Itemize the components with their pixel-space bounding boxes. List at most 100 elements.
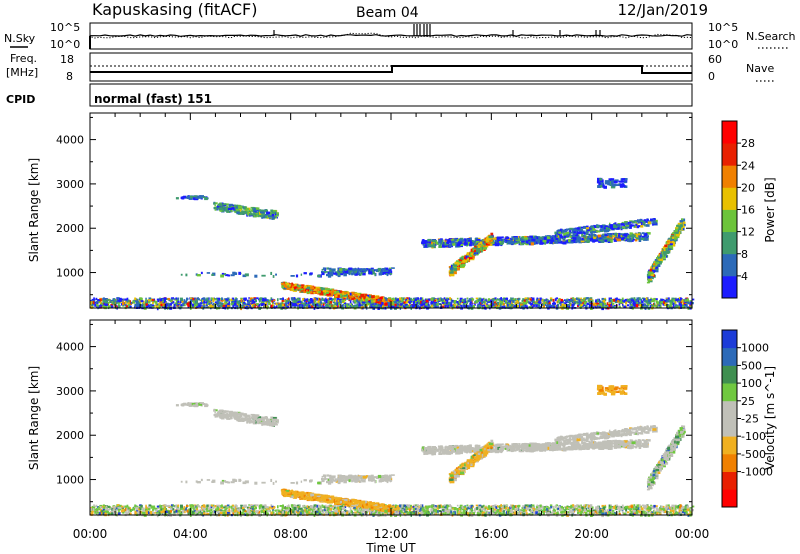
echo-cell	[310, 305, 314, 309]
echo-cell	[422, 302, 426, 306]
echo-cell	[559, 236, 564, 238]
echo-cell	[309, 290, 314, 294]
echo-cell	[360, 298, 363, 302]
echo-cell	[313, 297, 316, 301]
echo-cell	[326, 292, 331, 296]
echo-cell	[453, 302, 456, 305]
echo-cell	[632, 300, 635, 304]
echo-cell	[463, 302, 466, 305]
echo-cell	[361, 300, 365, 304]
echo-cell	[116, 297, 120, 299]
echo-cell	[321, 291, 324, 295]
echo-cell	[107, 304, 110, 307]
echo-cell	[536, 239, 539, 242]
echo-cell	[351, 305, 353, 308]
echo-cell	[499, 242, 504, 245]
echo-cell	[593, 236, 596, 239]
echo-cell	[327, 298, 329, 300]
echo-cell	[242, 212, 245, 215]
echo-cell	[122, 302, 125, 305]
echo-cell	[387, 298, 390, 301]
echo-cell	[434, 243, 437, 246]
echo-cell	[507, 240, 512, 243]
echo-cell	[423, 245, 426, 248]
echo-cell	[411, 305, 414, 308]
echo-cell	[640, 237, 645, 241]
echo-cell	[500, 236, 504, 239]
echo-cell	[272, 299, 276, 302]
echo-cell	[451, 269, 456, 273]
echo-cell	[331, 268, 336, 272]
echo-cell	[222, 304, 226, 307]
echo-cell	[320, 290, 325, 293]
echo-cell	[365, 298, 369, 302]
echo-cell	[671, 297, 675, 300]
echo-cell	[138, 300, 142, 304]
echo-cell	[294, 303, 297, 307]
echo-cell	[497, 302, 499, 305]
echo-cell	[323, 299, 326, 302]
echo-cell	[314, 299, 317, 303]
echo-cell	[193, 299, 197, 303]
echo-cell	[199, 299, 202, 302]
echo-cell	[202, 299, 205, 303]
echo-cell	[496, 304, 499, 306]
echo-cell	[629, 220, 633, 223]
echo-cell	[225, 208, 230, 212]
echo-cell	[276, 303, 278, 306]
echo-cell	[111, 301, 114, 304]
echo-cell	[630, 304, 633, 306]
echo-cell	[494, 306, 496, 308]
echo-cell	[466, 297, 469, 300]
echo-cell	[214, 207, 217, 211]
echo-cell	[459, 297, 463, 301]
echo-cell	[476, 249, 480, 253]
echo-cell	[404, 297, 407, 301]
echo-cell	[128, 299, 130, 302]
echo-cell	[608, 236, 612, 239]
echo-cell	[224, 301, 227, 304]
echo-cell	[608, 235, 612, 237]
echo-cell	[206, 299, 209, 302]
echo-cell	[296, 300, 299, 304]
echo-cell	[625, 233, 629, 237]
echo-cell	[522, 303, 524, 307]
echo-cell	[531, 306, 534, 309]
echo-cell	[610, 302, 613, 306]
echo-cell	[580, 226, 585, 229]
echo-cell	[567, 301, 571, 304]
echo-cell	[299, 302, 302, 305]
echo-cell	[334, 305, 337, 308]
echo-cell	[481, 246, 484, 250]
echo-cell	[252, 209, 254, 212]
echo-cell	[91, 298, 95, 302]
echo-cell	[511, 238, 513, 241]
echo-cell	[522, 305, 526, 309]
echo-cell	[541, 238, 543, 241]
echo-cell	[318, 297, 321, 301]
echo-cell	[581, 237, 584, 241]
echo-cell	[329, 301, 333, 304]
echo-cell	[498, 241, 501, 244]
echo-cell	[505, 304, 508, 308]
echo-cell	[152, 302, 154, 305]
echo-cell	[611, 299, 614, 301]
echo-cell	[240, 307, 242, 311]
echo-cell	[510, 304, 513, 307]
echo-cell	[632, 299, 635, 301]
echo-cell	[517, 298, 520, 300]
echo-cell	[624, 237, 627, 241]
echo-cell	[502, 238, 504, 242]
echo-cell	[316, 297, 318, 301]
echo-cell	[437, 297, 440, 300]
echo-cell	[264, 298, 267, 302]
echo-cell	[466, 239, 470, 242]
echo-cell	[390, 301, 394, 305]
echo-cell	[271, 216, 276, 219]
echo-cell	[156, 298, 160, 301]
echo-cell	[653, 302, 656, 306]
echo-cell	[264, 215, 267, 219]
echo-cell	[436, 303, 439, 306]
echo-cell	[365, 296, 368, 299]
echo-cell	[325, 299, 329, 302]
